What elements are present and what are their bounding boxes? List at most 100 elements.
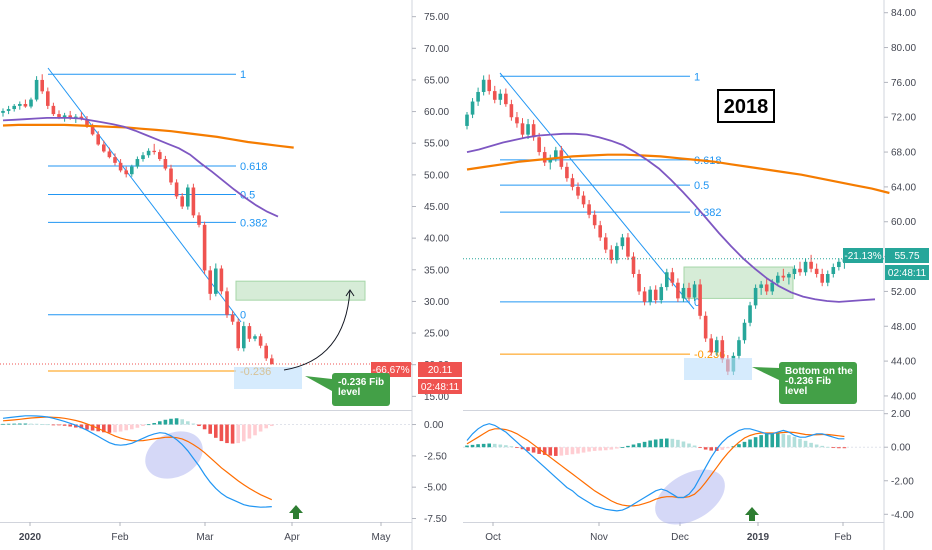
left-candle-body <box>236 321 240 349</box>
right-macd-histogram-bar <box>554 447 558 456</box>
left-x-tick-label: Apr <box>284 532 300 543</box>
left-last-price-text: 20.11 <box>428 365 453 376</box>
right-candle-body <box>603 237 608 250</box>
right-candle-body <box>531 124 536 138</box>
right-candle-body <box>665 272 669 288</box>
left-candle-body <box>118 162 123 171</box>
left-y-tick-label: 65.00 <box>424 75 449 86</box>
right-macd-histogram-bar <box>498 444 503 448</box>
left-y-tick-label: 75.00 <box>424 12 449 23</box>
right-candle-body <box>803 261 808 273</box>
left-macd-histogram-bar <box>85 424 89 430</box>
left-macd-histogram-bar <box>141 424 145 427</box>
left-macd-histogram-bar <box>247 424 252 439</box>
right-macd-histogram-bar <box>565 447 569 455</box>
right-year-box <box>717 89 775 123</box>
right-macd-histogram-bar <box>809 442 813 448</box>
right-candle-body <box>781 275 786 278</box>
left-candle-body <box>208 270 212 294</box>
left-candle-body <box>102 144 106 152</box>
right-callout-text: Bottom on the <box>785 366 853 377</box>
left-macd-histogram-bar <box>113 424 117 433</box>
right-candle-body <box>698 284 702 316</box>
left-candle-body <box>163 159 168 169</box>
right-macd-histogram-bar <box>598 447 602 451</box>
left-candle-body <box>191 187 196 216</box>
right-candle-body <box>809 261 813 269</box>
right-macd-histogram-bar <box>831 447 836 449</box>
left-macd-histogram-bar <box>208 424 212 434</box>
left-macd-histogram-bar <box>79 424 84 429</box>
left-candle-body <box>23 103 28 107</box>
left-ind-y-tick-label: -2.50 <box>424 451 447 462</box>
right-candle-body <box>659 287 664 301</box>
left-projection-arrowhead <box>345 289 355 297</box>
right-macd-histogram-bar <box>631 444 636 448</box>
left-macd-histogram-bar <box>258 424 263 432</box>
right-y-tick-label: 44.00 <box>891 357 916 368</box>
right-candle-body <box>548 158 553 163</box>
right-macd-histogram-bar <box>542 447 547 455</box>
right-candle-body <box>825 274 830 283</box>
left-macd-histogram-bar <box>242 424 246 442</box>
left-slow-moving-average <box>2 123 294 149</box>
right-candle-body <box>565 166 569 179</box>
left-macd-histogram-bar <box>62 424 67 426</box>
right-macd-histogram-bar <box>537 447 541 454</box>
left-macd-histogram-bar <box>152 423 156 425</box>
left-macd-histogram-bar <box>107 424 112 433</box>
left-macd-histogram-bar <box>197 424 201 427</box>
left-candle-body <box>141 155 145 160</box>
right-chart-panel: 84.0080.0076.0072.0068.0064.0060.0056.00… <box>463 0 929 550</box>
right-candle-body <box>714 340 719 353</box>
left-y-tick-label: 25.00 <box>424 329 449 340</box>
left-candle-body <box>46 91 50 106</box>
right-callout-text: level <box>785 386 807 397</box>
right-macd-histogram-bar <box>653 439 658 448</box>
right-candle-body <box>692 284 697 298</box>
right-macd-histogram-bar <box>659 438 664 448</box>
left-candle-body <box>247 326 252 339</box>
right-candle-body <box>587 204 591 215</box>
right-candle-body <box>631 256 636 274</box>
right-candle-body <box>776 275 780 283</box>
right-macd-histogram-bar <box>509 446 514 448</box>
left-macd-histogram-bar <box>18 423 22 425</box>
right-macd-histogram-bar <box>698 447 702 449</box>
left-fib-extension-box <box>234 367 302 389</box>
right-candle-body <box>570 178 575 187</box>
right-candle-body <box>798 268 802 273</box>
right-candle-body <box>581 195 586 205</box>
right-macd-histogram-bar <box>620 447 625 449</box>
left-candle-body <box>96 134 100 145</box>
left-candle-body <box>152 150 156 153</box>
right-candle-body <box>520 123 525 135</box>
left-ind-y-tick-label: -5.00 <box>424 483 447 494</box>
left-candle-body <box>12 105 16 110</box>
right-candle-body <box>753 287 758 306</box>
right-candle-body <box>554 150 558 159</box>
right-y-tick-label: 68.00 <box>891 148 916 159</box>
right-callout-text: -0.236 Fib <box>785 376 831 387</box>
right-candle-body <box>626 237 630 257</box>
left-callout-pointer <box>305 376 332 391</box>
left-macd-histogram-bar <box>270 424 274 427</box>
right-candle-body <box>642 291 647 302</box>
left-macd-histogram-bar <box>214 424 218 438</box>
left-buy-signal-arrow-icon <box>289 505 303 519</box>
left-fib-level-label: 0.5 <box>240 189 255 201</box>
right-macd-histogram-bar <box>737 444 741 448</box>
right-candle-body <box>709 338 713 353</box>
right-macd-histogram-bar <box>676 439 680 448</box>
right-macd-histogram-bar <box>837 447 841 449</box>
right-macd-histogram-bar <box>626 445 630 448</box>
right-fib-level-label: 0.5 <box>694 180 709 192</box>
right-macd-histogram-bar <box>820 445 824 448</box>
left-candle-body <box>146 150 151 156</box>
right-macd-histogram-bar <box>531 447 536 453</box>
right-x-tick-label: Feb <box>834 532 852 543</box>
right-candle-body <box>592 214 597 226</box>
right-macd-histogram-bar <box>470 444 475 448</box>
left-candle-body <box>113 157 117 163</box>
right-macd-histogram-bar <box>615 447 619 449</box>
